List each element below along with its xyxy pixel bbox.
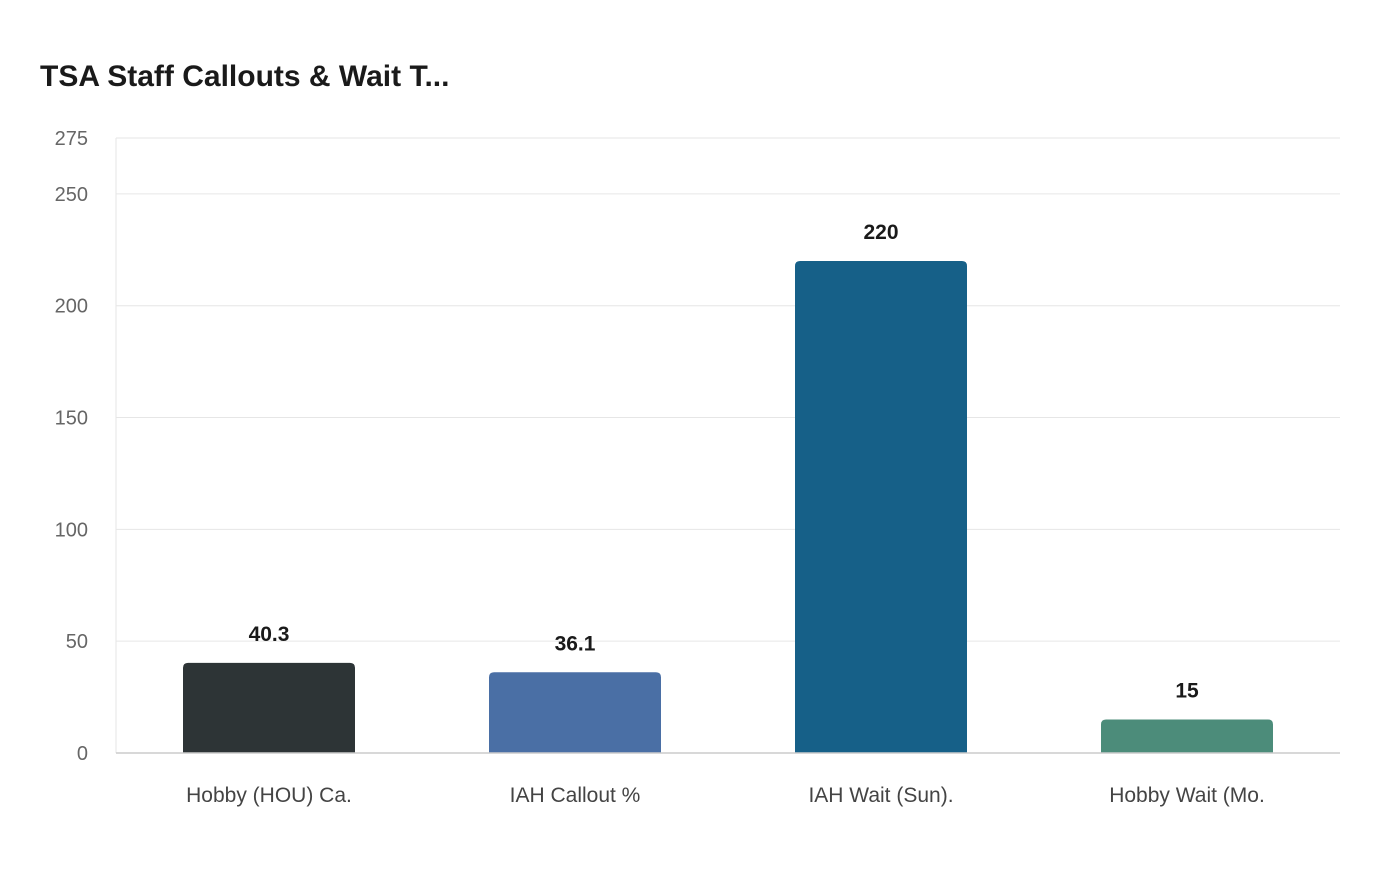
data-label: 220 [863,221,898,244]
data-label: 40.3 [249,623,290,646]
bar [1101,719,1273,753]
gridlines [116,137,1340,642]
y-tick-label: 150 [55,408,88,430]
bar [489,672,661,753]
x-tick-label: IAH Callout % [510,784,641,807]
chart-title: TSA Staff Callouts & Wait T... [40,60,450,93]
x-tick-label: Hobby (HOU) Ca. [186,784,352,807]
bars [183,261,1273,753]
y-tick-label: 200 [55,296,88,318]
y-tick-label: 0 [77,743,88,765]
x-tick-label: IAH Wait (Sun). [808,784,953,807]
y-tick-label: 275 [55,128,88,150]
y-tick-label: 50 [66,631,88,653]
y-axis-ticks: 0 50 100 150 200 250 275 [55,128,88,765]
data-label: 36.1 [555,632,596,655]
x-tick-label: Hobby Wait (Mo. [1109,784,1265,807]
data-labels: 40.3 36.1 220 15 [249,221,1199,702]
bar [795,261,967,753]
y-tick-label: 100 [55,519,88,541]
bar [183,662,355,753]
y-tick-label: 250 [55,184,88,206]
data-label: 15 [1175,679,1199,702]
x-axis-ticks: Hobby (HOU) Ca. IAH Callout % IAH Wait (Su… [186,784,1265,807]
